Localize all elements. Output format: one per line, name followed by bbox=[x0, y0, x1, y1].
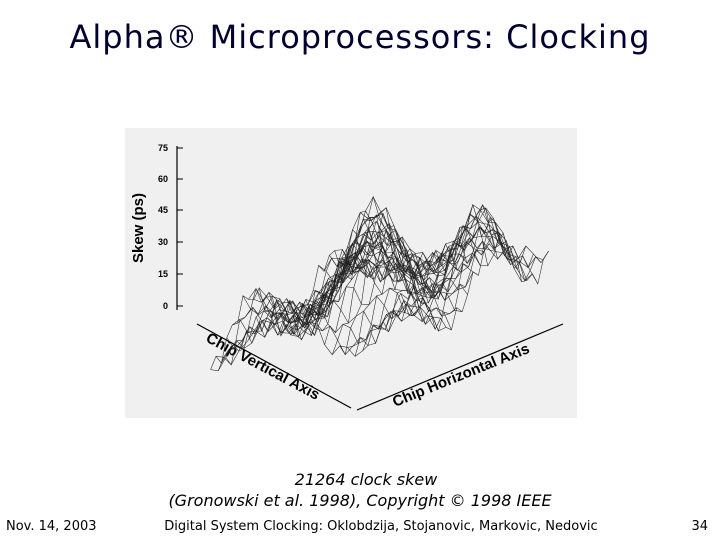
mesh-line bbox=[255, 247, 397, 336]
footer-date: Nov. 14, 2003 bbox=[6, 519, 97, 534]
mesh-line bbox=[225, 251, 367, 366]
mesh-line bbox=[362, 215, 504, 351]
skew-surface-mesh bbox=[210, 195, 549, 372]
slide-title: Alpha® Microprocessors: Clocking bbox=[69, 18, 651, 56]
mesh-line bbox=[301, 237, 443, 326]
z-tick-label: 45 bbox=[158, 205, 168, 215]
mesh-line bbox=[309, 218, 451, 329]
mesh-line bbox=[392, 216, 534, 325]
z-tick-label: 75 bbox=[158, 143, 168, 153]
vertical-axis-title: Chip Vertical Axis bbox=[203, 330, 322, 404]
vertical-axis-line bbox=[196, 323, 352, 409]
page-number: 34 bbox=[691, 519, 708, 534]
mesh-line bbox=[293, 229, 435, 319]
footer-authors: Digital System Clocking: Oklobdzija, Sto… bbox=[164, 519, 598, 534]
z-axis-ticks bbox=[177, 147, 183, 307]
mesh-line bbox=[407, 232, 549, 331]
surface-plot-svg: 75 60 45 30 15 0 Skew (ps) Chip Vertical… bbox=[130, 143, 564, 411]
mesh-line bbox=[248, 258, 390, 340]
figure-caption-title: 21264 clock skew bbox=[294, 470, 438, 489]
z-tick-label: 60 bbox=[158, 174, 168, 184]
z-axis-title: Skew (ps) bbox=[130, 193, 147, 263]
mesh-line bbox=[354, 225, 496, 357]
mesh-line bbox=[331, 207, 473, 355]
clock-skew-surface-plot: 75 60 45 30 15 0 Skew (ps) Chip Vertical… bbox=[125, 128, 577, 418]
mesh-line bbox=[278, 220, 420, 337]
z-tick-label: 15 bbox=[158, 269, 168, 279]
mesh-line bbox=[377, 207, 519, 333]
mesh-line bbox=[210, 250, 352, 370]
z-tick-label: 30 bbox=[158, 237, 168, 247]
mesh-line bbox=[339, 212, 481, 356]
horizontal-axis-line bbox=[356, 323, 564, 411]
z-tick-label: 0 bbox=[163, 301, 168, 311]
mesh-line bbox=[385, 204, 527, 330]
mesh-line bbox=[217, 248, 359, 371]
horizontal-axis-title: Chip Horizontal Axis bbox=[390, 340, 532, 411]
mesh-line bbox=[347, 227, 489, 348]
mesh-line bbox=[233, 254, 375, 352]
figure-caption-citation: (Gronowski et al. 1998), Copyright © 199… bbox=[168, 491, 552, 510]
